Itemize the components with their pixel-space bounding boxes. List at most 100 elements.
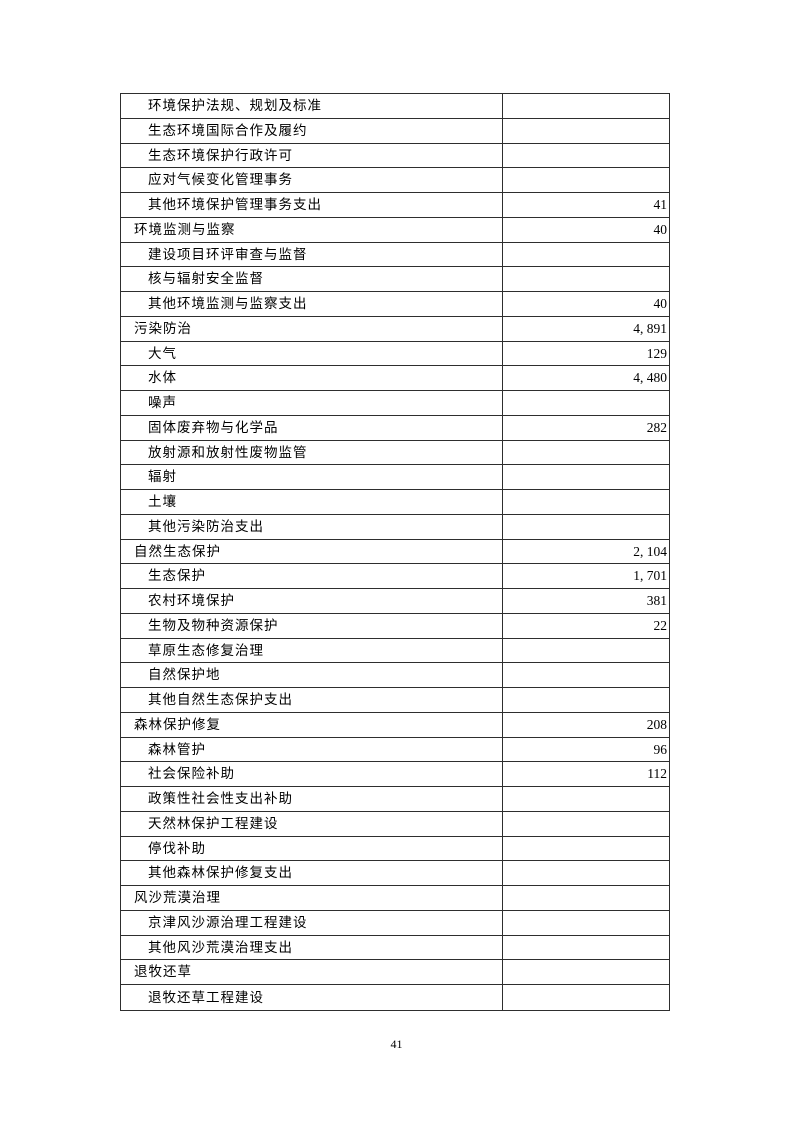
table-row: 生物及物种资源保护 22 (121, 613, 669, 639)
item-label: 建设项目环评审查与监督 (121, 242, 503, 267)
item-value (503, 812, 669, 836)
table-row: 其他环境保护管理事务支出 41 (121, 193, 669, 218)
item-label: 自然保护地 (121, 663, 503, 687)
item-label: 土壤 (121, 490, 503, 514)
table-row: 建设项目环评审查与监督 (121, 242, 669, 268)
table-row: 其他森林保护修复支出 (121, 861, 669, 886)
table-row: 生态环境国际合作及履约 (121, 118, 669, 144)
item-label: 噪声 (121, 391, 503, 415)
item-value (503, 465, 669, 489)
item-value (503, 837, 669, 861)
item-value: 381 (646, 593, 667, 609)
item-value (503, 168, 669, 192)
item-label: 其他森林保护修复支出 (121, 861, 503, 885)
item-label: 应对气候变化管理事务 (121, 168, 503, 192)
table-row: 森林管护 96 (121, 737, 669, 763)
table-row: 自然生态保护 2, 104 (121, 539, 669, 565)
page-number: 41 (390, 1037, 403, 1051)
item-value (503, 936, 669, 960)
item-label: 风沙荒漠治理 (121, 886, 503, 910)
item-label: 固体废弃物与化学品 (121, 415, 503, 440)
item-value (503, 119, 669, 143)
item-label: 核与辐射安全监督 (121, 267, 503, 291)
table-row: 生态环境保护行政许可 (121, 143, 669, 169)
item-value: 282 (646, 419, 667, 435)
item-label: 京津风沙源治理工程建设 (121, 910, 503, 935)
item-value (503, 787, 669, 811)
table-row: 辐射 (121, 465, 669, 490)
item-value (503, 861, 669, 885)
item-value (503, 391, 669, 415)
item-value (503, 639, 669, 663)
item-label: 天然林保护工程建设 (121, 811, 503, 836)
table-row: 水体 4, 480 (121, 366, 669, 391)
item-value: 96 (653, 741, 668, 757)
item-label: 环境保护法规、规划及标准 (121, 94, 503, 118)
item-label: 生态保护 (121, 564, 503, 588)
table-row: 农村环境保护 381 (121, 589, 669, 614)
table-row: 森林保护修复 208 (121, 712, 669, 738)
table-row: 京津风沙源治理工程建设 (121, 910, 669, 936)
table-row: 土壤 (121, 490, 669, 515)
item-value: 40 (653, 296, 668, 312)
item-label: 其他污染防治支出 (121, 514, 503, 539)
item-label: 生态环境国际合作及履约 (121, 118, 503, 143)
item-value: 208 (646, 716, 667, 732)
item-label: 其他风沙荒漠治理支出 (121, 935, 503, 960)
item-value: 129 (646, 345, 667, 361)
item-label: 污染防治 (121, 316, 503, 341)
table-row: 噪声 (121, 391, 669, 416)
item-value (503, 490, 669, 514)
table-row: 环境监测与监察 40 (121, 217, 669, 243)
budget-table: 环境保护法规、规划及标准 生态环境国际合作及履约 生态环境保护行政许可 应对气候… (120, 93, 670, 1011)
item-value (503, 663, 669, 687)
item-label: 生态环境保护行政许可 (121, 143, 503, 168)
item-value (503, 985, 669, 1010)
item-label: 退牧还草 (121, 960, 503, 984)
item-label: 其他环境监测与监察支出 (121, 292, 503, 316)
item-value: 112 (647, 766, 667, 782)
table-row: 固体废弃物与化学品 282 (121, 415, 669, 441)
item-value (503, 94, 669, 118)
table-row: 其他风沙荒漠治理支出 (121, 935, 669, 961)
table-row: 其他环境监测与监察支出 40 (121, 292, 669, 317)
item-value: 4, 891 (633, 320, 667, 336)
item-label: 社会保险补助 (121, 762, 503, 786)
item-value: 1, 701 (633, 568, 667, 584)
table-row: 核与辐射安全监督 (121, 267, 669, 292)
item-value (503, 911, 669, 935)
table-row: 自然保护地 (121, 663, 669, 688)
item-label: 大气 (121, 341, 503, 366)
table-row: 退牧还草工程建设 (121, 985, 669, 1010)
item-value: 4, 480 (633, 370, 667, 386)
table-row: 其他污染防治支出 (121, 514, 669, 540)
item-label: 草原生态修复治理 (121, 638, 503, 663)
table-row: 放射源和放射性废物监管 (121, 440, 669, 466)
item-label: 自然生态保护 (121, 539, 503, 564)
table-row: 天然林保护工程建设 (121, 811, 669, 837)
item-label: 退牧还草工程建设 (121, 985, 503, 1010)
item-value (503, 267, 669, 291)
table-row: 生态保护 1, 701 (121, 564, 669, 589)
item-value (503, 144, 669, 168)
item-label: 生物及物种资源保护 (121, 613, 503, 638)
item-value: 22 (653, 617, 668, 633)
item-value (503, 960, 669, 984)
table-row: 风沙荒漠治理 (121, 886, 669, 911)
table-row: 社会保险补助 112 (121, 762, 669, 787)
table-row: 草原生态修复治理 (121, 638, 669, 664)
item-label: 辐射 (121, 465, 503, 489)
table-row: 大气 129 (121, 341, 669, 367)
table-row: 其他自然生态保护支出 (121, 688, 669, 713)
table-row: 退牧还草 (121, 960, 669, 985)
item-label: 停伐补助 (121, 836, 503, 861)
item-label: 政策性社会性支出补助 (121, 787, 503, 811)
item-value: 41 (653, 197, 668, 213)
item-value (503, 688, 669, 712)
item-label: 放射源和放射性废物监管 (121, 440, 503, 465)
table-row: 停伐补助 (121, 836, 669, 862)
table-row: 应对气候变化管理事务 (121, 168, 669, 193)
table-row: 污染防治 4, 891 (121, 316, 669, 342)
item-label: 其他自然生态保护支出 (121, 688, 503, 712)
